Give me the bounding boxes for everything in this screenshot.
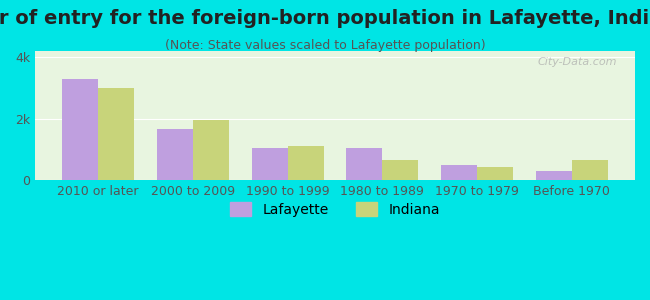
Bar [62,79,98,180]
Bar [346,148,382,180]
Legend: Lafayette, Indiana: Lafayette, Indiana [225,196,445,222]
Bar [288,146,324,180]
Bar [536,171,572,180]
Text: (Note: State values scaled to Lafayette population): (Note: State values scaled to Lafayette … [164,39,486,52]
Bar [157,129,193,180]
Text: Year of entry for the foreign-born population in Lafayette, Indiana: Year of entry for the foreign-born popul… [0,9,650,28]
Bar [193,120,229,180]
Bar [252,148,288,180]
Text: City-Data.com: City-Data.com [538,58,617,68]
Bar [441,165,477,180]
Bar [382,160,419,180]
Bar [572,160,608,180]
Bar [477,167,513,180]
Bar [98,88,135,180]
